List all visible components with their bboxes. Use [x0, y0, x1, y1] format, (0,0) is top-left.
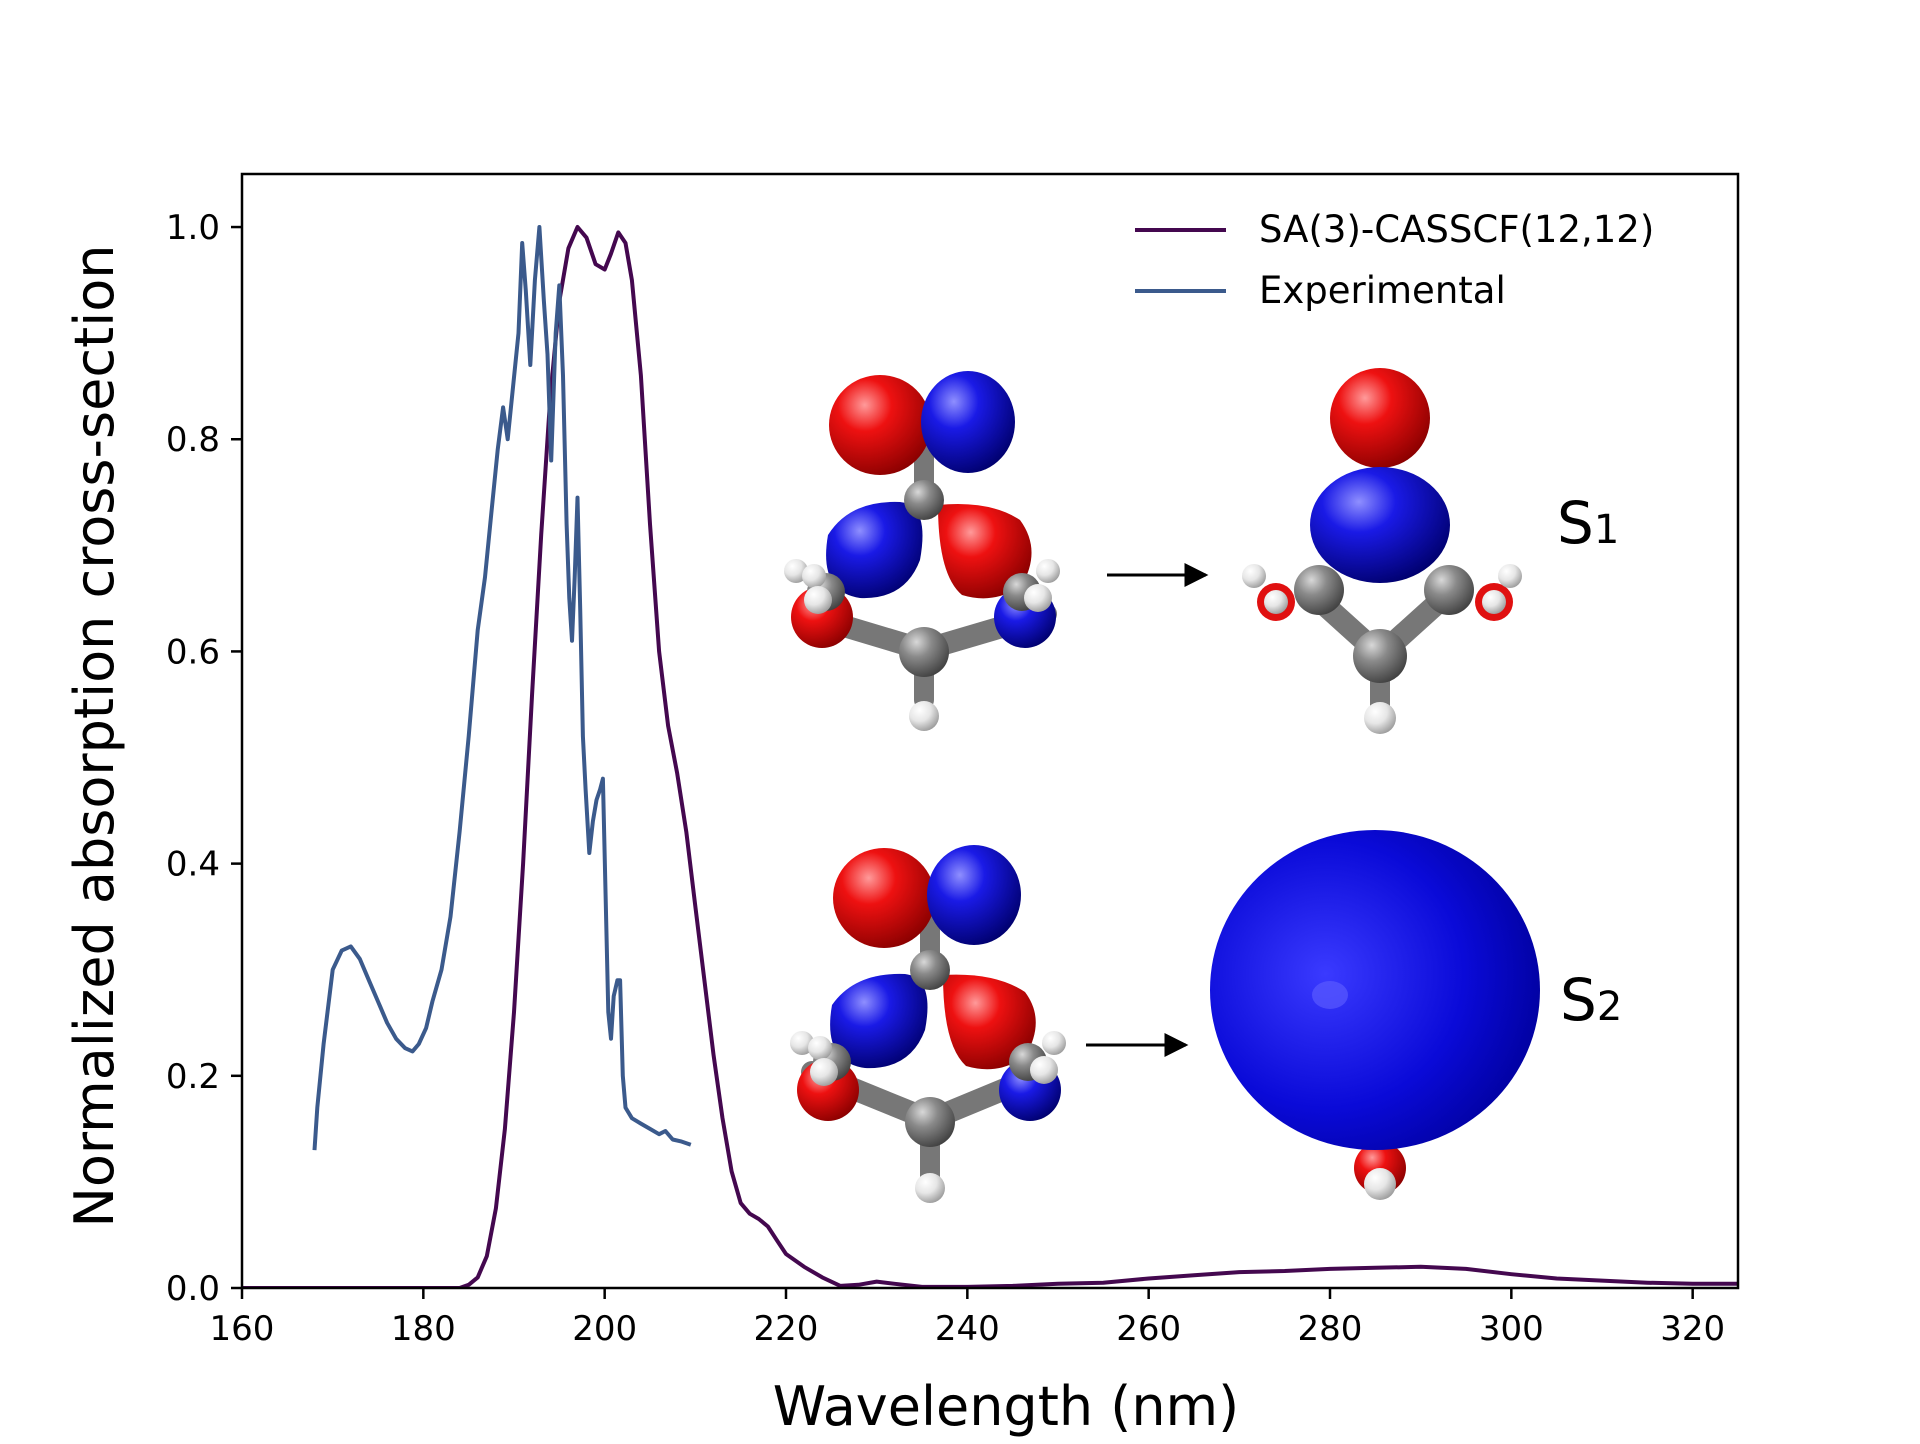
ticks-layer: 160 180 200 220 240 260 280 300 320 0.0 0.2 0.4 0.6 0…: [166, 208, 1725, 1349]
x-tick-label: 160: [210, 1309, 275, 1349]
x-tick-label: 180: [391, 1309, 456, 1349]
x-tick-label: 240: [935, 1309, 1000, 1349]
orbital-s2-initial-image: [790, 845, 1066, 1203]
y-tick-label: 0.6: [166, 632, 220, 672]
s2-state-label: S2: [1560, 966, 1622, 1034]
y-tick-label: 0.2: [166, 1057, 220, 1097]
series-layer: [242, 225, 1738, 1288]
y-tick-label: 0.0: [166, 1269, 220, 1309]
legend: SA(3)-CASSCF(12,12) Experimental: [1135, 208, 1654, 312]
x-axis-label: Wavelength (nm): [773, 1375, 1239, 1438]
x-tick-label: 200: [572, 1309, 637, 1349]
legend-label-2: Experimental: [1259, 269, 1506, 312]
y-tick-label: 0.4: [166, 845, 220, 885]
y-axis-label: Normalized absorption cross-section: [63, 245, 126, 1228]
series-line-1: [242, 225, 1738, 1288]
x-tick-label: 260: [1116, 1309, 1181, 1349]
plot-frame: [240, 172, 1740, 1290]
x-tick-label: 320: [1660, 1309, 1725, 1349]
y-tick-label: 0.8: [166, 420, 220, 460]
s1-state-label: S1: [1557, 489, 1619, 557]
y-tick-label: 1.0: [166, 208, 220, 248]
x-tick-label: 220: [754, 1309, 819, 1349]
x-tick-label: 280: [1298, 1309, 1363, 1349]
orbital-s1-final-image: [1242, 368, 1522, 734]
axes-layer: [240, 172, 1740, 1290]
series-line-2: [312, 225, 692, 1151]
orbital-s2-final-image: [1210, 830, 1540, 1200]
orbital-s1-initial-image: [784, 371, 1060, 731]
x-tick-label: 300: [1479, 1309, 1544, 1349]
legend-label-1: SA(3)-CASSCF(12,12): [1259, 208, 1654, 251]
